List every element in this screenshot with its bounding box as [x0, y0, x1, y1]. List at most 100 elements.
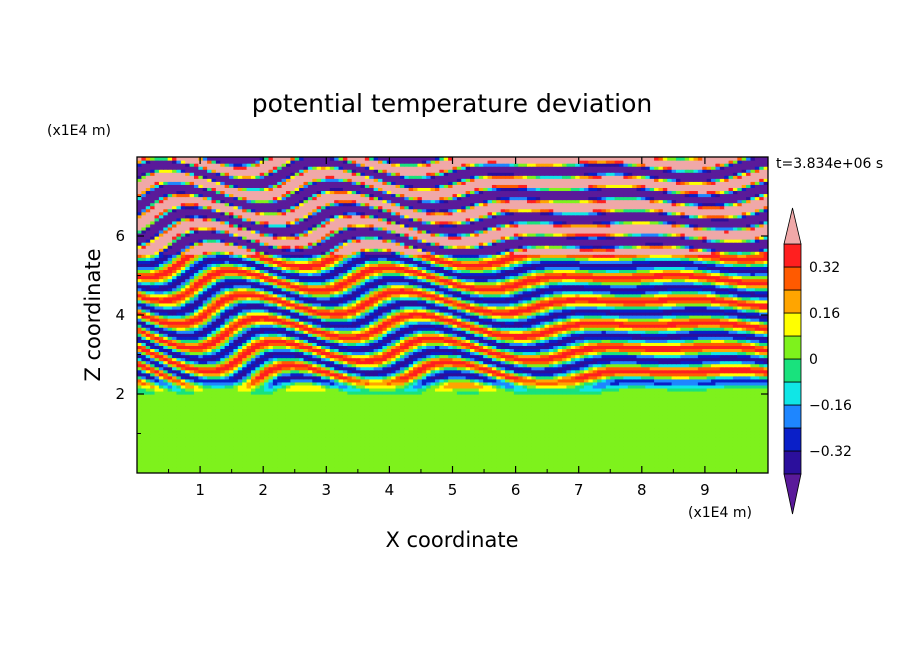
heatmap-cell	[513, 384, 519, 389]
heatmap-cell	[680, 397, 686, 401]
heatmap-cell	[158, 469, 164, 473]
heatmap-cell	[465, 418, 471, 422]
heatmap-cell	[250, 369, 256, 374]
heatmap-cell	[509, 394, 515, 398]
heatmap-cell	[711, 406, 717, 410]
heatmap-cell	[360, 384, 366, 389]
heatmap-cell	[579, 369, 585, 374]
heatmap-cell	[750, 457, 756, 462]
heatmap-cell	[364, 469, 370, 473]
heatmap-cell	[737, 372, 743, 377]
heatmap-cell	[483, 463, 489, 468]
heatmap-cell	[557, 445, 563, 450]
heatmap-cell	[456, 442, 462, 447]
heatmap-cell	[592, 372, 598, 377]
heatmap-cell	[430, 394, 436, 398]
heatmap-cell	[711, 424, 717, 429]
heatmap-cell	[680, 378, 686, 383]
heatmap-cell	[386, 454, 392, 459]
heatmap-cell	[237, 378, 243, 383]
heatmap-cell	[421, 384, 427, 389]
heatmap-cell	[474, 397, 480, 401]
heatmap-cell	[540, 466, 546, 471]
heatmap-cell	[338, 406, 344, 410]
heatmap-cell	[369, 418, 375, 422]
heatmap-cell	[259, 418, 265, 422]
heatmap-cell	[229, 397, 234, 401]
heatmap-cell	[605, 381, 611, 386]
heatmap-cell	[198, 394, 204, 398]
heatmap-cell	[242, 397, 248, 401]
heatmap-cell	[452, 445, 458, 450]
heatmap-cell	[592, 384, 598, 389]
heatmap-cell	[746, 369, 752, 374]
heatmap-cell	[746, 394, 752, 398]
heatmap-cell	[404, 387, 410, 392]
heatmap-cell	[746, 415, 752, 419]
heatmap-cell	[478, 469, 484, 473]
heatmap-cell	[229, 366, 234, 371]
heatmap-cell	[158, 433, 164, 438]
heatmap-cell	[737, 418, 743, 422]
heatmap-cell	[640, 400, 646, 404]
heatmap-cell	[404, 412, 410, 416]
heatmap-cell	[150, 448, 156, 453]
heatmap-cell	[500, 403, 506, 407]
heatmap-cell	[141, 421, 147, 425]
heatmap-cell	[662, 433, 668, 438]
heatmap-cell	[404, 378, 410, 383]
heatmap-cell	[255, 421, 261, 425]
heatmap-cell	[754, 421, 760, 425]
heatmap-cell	[290, 372, 296, 377]
heatmap-cell	[237, 381, 243, 386]
heatmap-cell	[605, 439, 611, 444]
heatmap-cell	[597, 436, 603, 441]
heatmap-cell	[211, 439, 217, 444]
heatmap-cell	[478, 439, 484, 444]
heatmap-cell	[338, 387, 344, 392]
heatmap-cell	[632, 409, 638, 413]
heatmap-cell	[662, 415, 668, 419]
heatmap-cell	[487, 409, 493, 413]
heatmap-cell	[290, 384, 296, 389]
heatmap-cell	[566, 451, 572, 456]
heatmap-cell	[285, 460, 291, 465]
heatmap-cell	[356, 384, 362, 389]
heatmap-cell	[601, 415, 607, 419]
heatmap-cell	[360, 430, 366, 435]
heatmap-cell	[373, 424, 379, 429]
heatmap-cell	[386, 390, 392, 395]
heatmap-cell	[583, 424, 589, 429]
heatmap-cell	[338, 375, 344, 380]
heatmap-cell	[728, 427, 734, 432]
heatmap-cell	[597, 424, 603, 429]
heatmap-cell	[224, 454, 230, 459]
heatmap-cell	[382, 469, 388, 473]
heatmap-cell	[689, 424, 695, 429]
heatmap-cell	[667, 387, 673, 392]
heatmap-cell	[575, 387, 581, 392]
heatmap-cell	[526, 369, 532, 374]
heatmap-cell	[461, 390, 467, 395]
heatmap-cell	[338, 427, 344, 432]
heatmap-cell	[715, 387, 721, 392]
heatmap-cell	[198, 439, 204, 444]
heatmap-cell	[198, 406, 204, 410]
heatmap-cell	[167, 369, 173, 374]
heatmap-cell	[334, 384, 340, 389]
heatmap-cell	[207, 397, 213, 401]
heatmap-cell	[193, 424, 199, 429]
heatmap-cell	[189, 375, 195, 380]
heatmap-cell	[763, 415, 768, 419]
heatmap-cell	[456, 436, 462, 441]
heatmap-cell	[325, 366, 331, 371]
heatmap-cell	[654, 378, 660, 383]
heatmap-cell	[544, 463, 550, 468]
heatmap-cell	[386, 427, 392, 432]
heatmap-cell	[325, 439, 331, 444]
heatmap-cell	[325, 421, 331, 425]
heatmap-cell	[483, 469, 489, 473]
heatmap-cell	[763, 463, 768, 468]
heatmap-cell	[675, 454, 681, 459]
heatmap-cell	[141, 427, 147, 432]
